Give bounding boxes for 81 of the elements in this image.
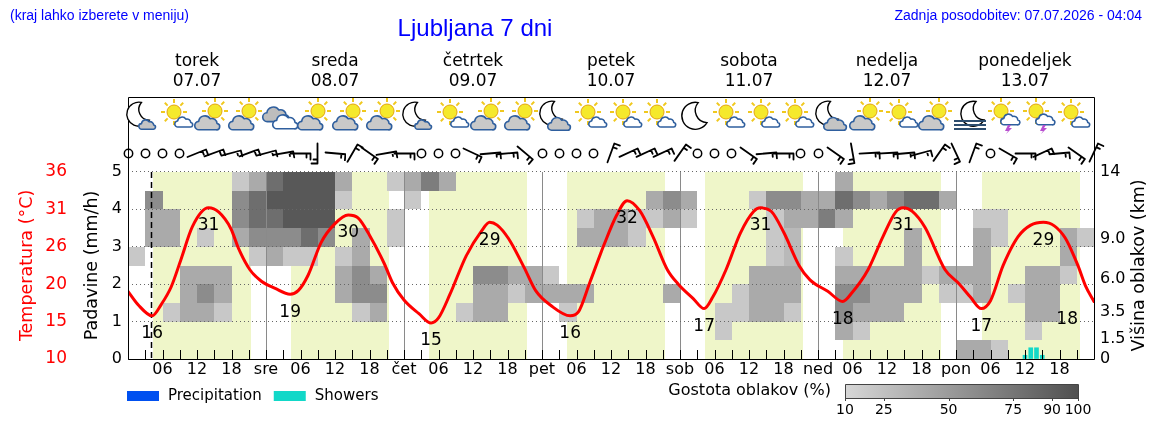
x2-tick-label: ponedeljek 13.07 bbox=[978, 49, 1072, 91]
x-tick-label: 18 bbox=[497, 358, 518, 378]
data-label: 16 bbox=[559, 322, 581, 343]
color-bar-title: Gostota oblakov (%) bbox=[668, 380, 831, 400]
color-bar-label: 90 bbox=[1043, 400, 1062, 417]
x-tick-label: 12 bbox=[876, 358, 898, 378]
y3-tick-label: 31 bbox=[45, 197, 67, 218]
x-tick-label: 12 bbox=[738, 358, 760, 378]
x-tick-label: sre bbox=[253, 358, 279, 378]
x-tick-label: 06 bbox=[152, 358, 173, 378]
data-label: 17 bbox=[970, 315, 993, 336]
y-tick-label: 5 bbox=[111, 161, 122, 181]
x-tick-label: 18 bbox=[911, 358, 932, 378]
x-tick-label: 12 bbox=[324, 358, 346, 378]
y3-tick-label: 15 bbox=[45, 309, 67, 330]
y-tick-label: 2 bbox=[111, 273, 122, 293]
x-tick-label: 06 bbox=[980, 358, 1001, 378]
x-tick-label: 18 bbox=[773, 358, 794, 378]
x-tick-label: 12 bbox=[600, 358, 622, 378]
color-bar-label: 25 bbox=[874, 400, 893, 417]
y-tick-label: 1 bbox=[111, 310, 122, 330]
x2-tick-label: petek 10.07 bbox=[586, 49, 636, 91]
color-bar-label: 50 bbox=[939, 400, 958, 417]
x-tick-label: pon bbox=[940, 358, 972, 378]
x-tick-label: 06 bbox=[704, 358, 725, 378]
y2-tick-label: 1.5 bbox=[1100, 328, 1126, 348]
x-tick-label: 18 bbox=[635, 358, 656, 378]
data-label: 30 bbox=[337, 221, 360, 242]
y2-tick-label: 3.5 bbox=[1100, 301, 1126, 321]
y3-tick-label: 10 bbox=[45, 347, 67, 368]
y2-tick-label: 9.0 bbox=[1100, 227, 1126, 247]
x-tick-label: 18 bbox=[359, 358, 380, 378]
x2-tick-label: sobota 11.07 bbox=[720, 49, 778, 91]
x2-tick-label: torek 07.07 bbox=[172, 49, 222, 91]
y-tick-label: 3 bbox=[111, 235, 122, 255]
x-tick-label: ned bbox=[802, 358, 834, 378]
text: Zadnja posodobitev: 07.07.2026 - 04:04 bbox=[894, 6, 1143, 23]
data-label: 18 bbox=[1056, 307, 1078, 328]
y-tick-label: 4 bbox=[111, 198, 122, 218]
data-label: 19 bbox=[279, 300, 301, 321]
y2-tick-label: 0 bbox=[1100, 348, 1111, 368]
x-tick-label: 06 bbox=[842, 358, 863, 378]
x-tick-label: 12 bbox=[1014, 358, 1036, 378]
x-tick-label: 06 bbox=[290, 358, 311, 378]
chart-title: Ljubljana 7 dni bbox=[397, 13, 553, 41]
color-bar-label: 10 bbox=[836, 400, 854, 417]
x2-tick-label: četrtek 09.07 bbox=[442, 49, 504, 91]
y-tick-label: 0 bbox=[111, 348, 122, 368]
legend-label: Showers bbox=[314, 385, 379, 404]
data-label: 31 bbox=[892, 214, 914, 235]
y3-axis-title: Temperatura (°C) bbox=[16, 189, 37, 343]
data-label: 15 bbox=[420, 329, 442, 350]
data-label: 31 bbox=[197, 214, 220, 235]
x-tick-label: pet bbox=[528, 358, 556, 378]
data-label: 31 bbox=[749, 214, 772, 235]
x-tick-label: čet bbox=[391, 358, 417, 378]
x-tick-label: 12 bbox=[462, 358, 484, 378]
x2-tick-label: sreda 08.07 bbox=[310, 49, 360, 91]
legend-label: Precipitation bbox=[168, 385, 262, 404]
x-tick-label: sob bbox=[665, 358, 695, 378]
data-label: 29 bbox=[1032, 228, 1055, 249]
x-tick-label: 18 bbox=[221, 358, 242, 378]
y2-axis-title: Višina oblakov (km) bbox=[1128, 179, 1149, 352]
x-tick-label: 06 bbox=[428, 358, 449, 378]
color-bar-label: 75 bbox=[1004, 400, 1023, 417]
y3-tick-label: 20 bbox=[45, 272, 67, 293]
x2-tick-label: nedelja 12.07 bbox=[855, 49, 919, 91]
data-label: 29 bbox=[478, 228, 501, 249]
y2-tick-label: 6.0 bbox=[1100, 267, 1126, 287]
data-label: 32 bbox=[616, 207, 638, 228]
x-tick-label: 18 bbox=[1049, 358, 1070, 378]
y3-tick-label: 36 bbox=[45, 160, 67, 181]
y-axis-title: Padavine (mm/h) bbox=[81, 190, 102, 341]
data-label: 16 bbox=[141, 322, 163, 343]
x-tick-label: 06 bbox=[566, 358, 587, 378]
y2-tick-label: 14 bbox=[1100, 161, 1121, 181]
color-bar-label: 100 bbox=[1064, 400, 1092, 417]
text: (kraj lahko izberete v meniju) bbox=[10, 6, 189, 23]
data-label: 17 bbox=[693, 315, 715, 336]
x-tick-label: 12 bbox=[186, 358, 208, 378]
y3-tick-label: 26 bbox=[45, 235, 67, 256]
